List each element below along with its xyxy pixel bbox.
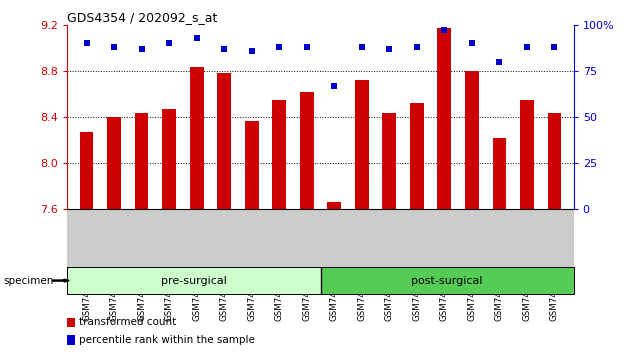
Point [247, 48, 257, 53]
Bar [355, 80, 369, 209]
Bar [190, 67, 204, 209]
Point [549, 44, 560, 50]
Point [329, 83, 339, 88]
Point [356, 44, 367, 50]
Point [522, 44, 532, 50]
Bar [520, 99, 534, 209]
Bar [162, 109, 176, 209]
Bar [437, 28, 451, 209]
Text: percentile rank within the sample: percentile rank within the sample [79, 335, 254, 345]
Bar [328, 202, 341, 209]
Bar [320, 267, 574, 294]
Point [137, 46, 147, 52]
Point [219, 46, 229, 52]
Point [274, 44, 285, 50]
Text: GDS4354 / 202092_s_at: GDS4354 / 202092_s_at [67, 11, 218, 24]
Bar [135, 113, 149, 209]
Point [467, 40, 477, 46]
Bar [465, 71, 479, 209]
Bar [383, 113, 396, 209]
Point [384, 46, 394, 52]
Text: pre-surgical: pre-surgical [161, 275, 227, 286]
Point [439, 28, 449, 33]
Bar [492, 137, 506, 209]
Bar [410, 103, 424, 209]
Bar [217, 73, 231, 209]
Point [109, 44, 119, 50]
Point [302, 44, 312, 50]
Bar [547, 113, 562, 209]
Point [81, 40, 92, 46]
Bar [67, 267, 320, 294]
Text: post-surgical: post-surgical [412, 275, 483, 286]
Bar [79, 132, 94, 209]
Bar [107, 117, 121, 209]
Text: specimen: specimen [3, 275, 54, 286]
Point [494, 59, 504, 64]
Point [412, 44, 422, 50]
Bar [272, 99, 286, 209]
Text: transformed count: transformed count [79, 318, 176, 327]
Point [192, 35, 202, 40]
Bar [245, 121, 258, 209]
Bar [300, 92, 313, 209]
Point [164, 40, 174, 46]
